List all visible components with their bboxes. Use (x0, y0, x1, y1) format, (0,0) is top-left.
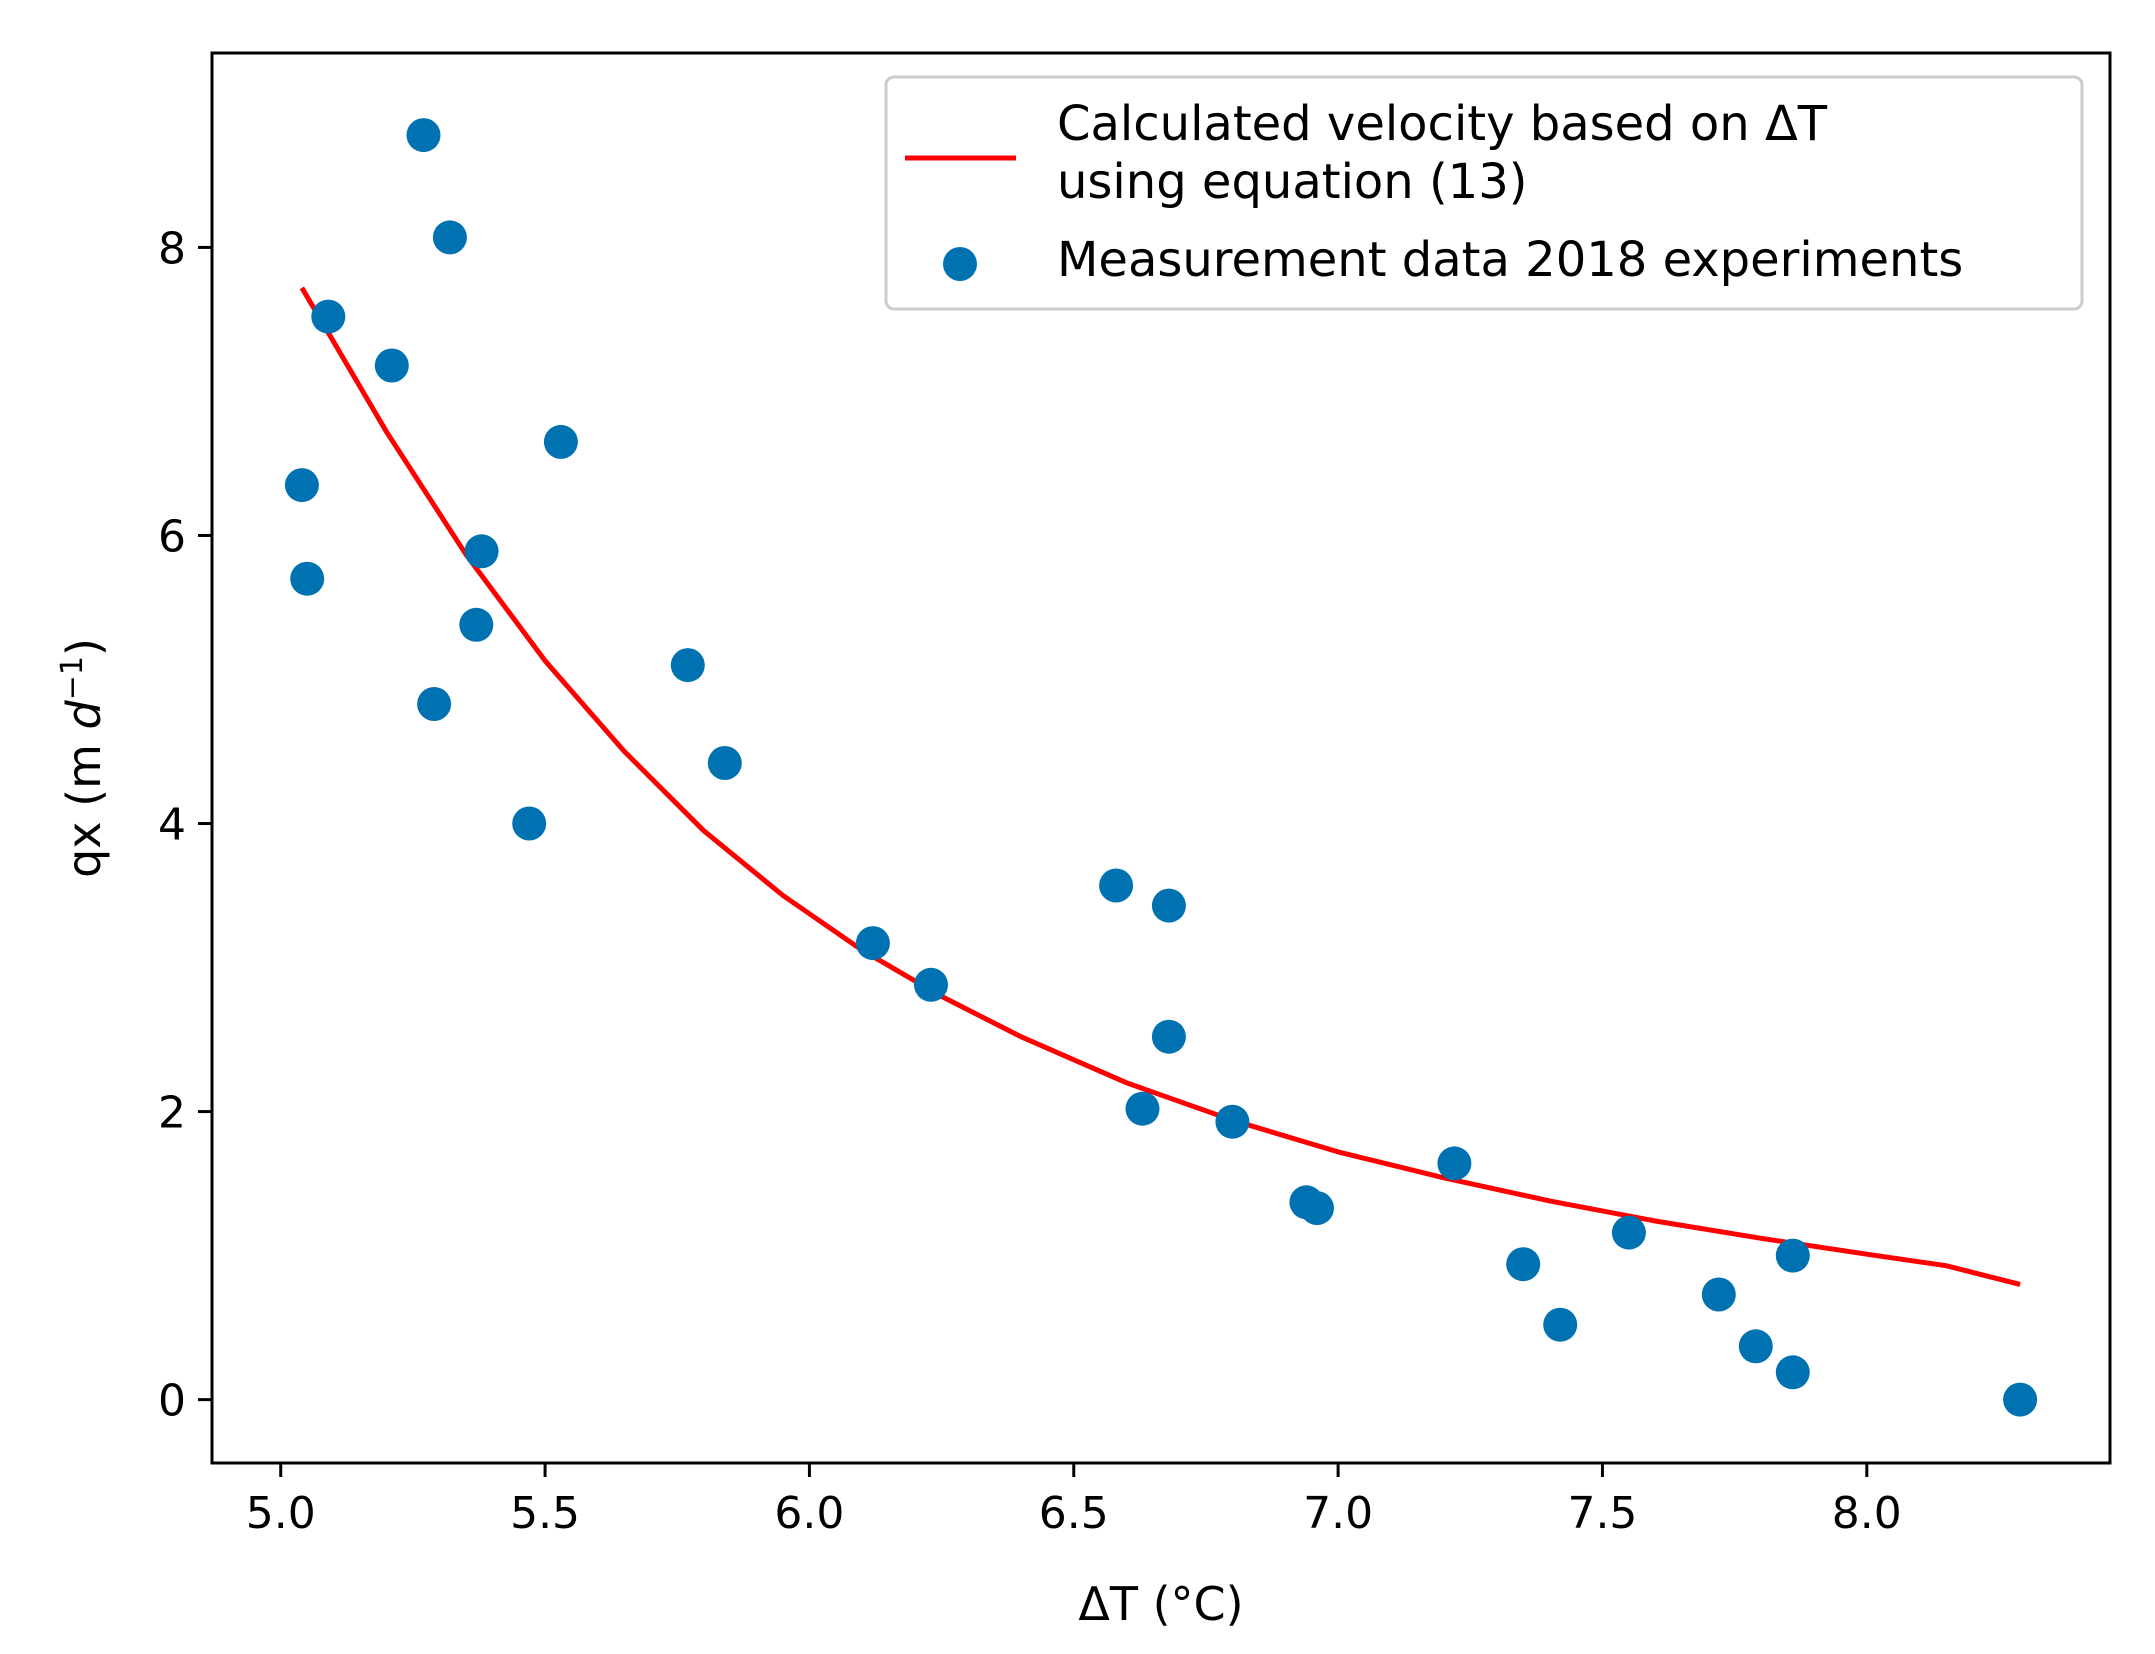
legend-dot-swatch (943, 247, 977, 281)
fitted-curve-line (299, 286, 2021, 1287)
measurement-point (1611, 1215, 1646, 1250)
measurement-point (1215, 1104, 1250, 1139)
x-tick-label: 6.0 (774, 1488, 844, 1539)
measurement-point (1543, 1307, 1578, 1342)
measurement-point (512, 806, 547, 841)
measurement-point (1701, 1277, 1736, 1312)
measurement-point (311, 299, 346, 334)
measurement-point (670, 648, 705, 683)
measurement-point (1775, 1238, 1810, 1273)
y-tick-label: 2 (158, 1088, 186, 1139)
measurement-point (543, 424, 578, 459)
measurement-point (1151, 1019, 1186, 1054)
measurement-point (374, 348, 409, 383)
x-tick-label: 8.0 (1832, 1488, 1902, 1539)
legend-label-line-1: Calculated velocity based on ΔT (1057, 96, 1828, 152)
measurement-point (2003, 1382, 2038, 1417)
measurement-point (290, 561, 325, 596)
measurement-point (1437, 1146, 1472, 1181)
y-axis-label-suffix: ) (57, 638, 111, 656)
measurement-point (406, 118, 441, 153)
measurement-point (1738, 1329, 1773, 1364)
measurement-point (464, 534, 499, 569)
legend-label-line-2: using equation (13) (1057, 154, 1527, 210)
legend-label-dots: Measurement data 2018 experiments (1057, 232, 1963, 288)
x-axis-label: ΔT (°C) (1078, 1577, 1243, 1631)
measurement-point (1775, 1355, 1810, 1390)
y-axis-label: qx (m d−1) (55, 638, 111, 878)
x-tick-label: 5.0 (246, 1488, 316, 1539)
y-tick-label: 0 (158, 1376, 186, 1427)
y-axis-label-italic: d (57, 699, 111, 729)
line-layer (299, 286, 2021, 1287)
measurement-point (1099, 868, 1134, 903)
y-tick-label: 8 (158, 223, 186, 274)
x-tick-label: 7.5 (1567, 1488, 1637, 1539)
measurement-point (1125, 1091, 1160, 1126)
y-tick-label: 4 (158, 800, 186, 851)
ticks-layer: 5.0 5.5 6.0 6.5 7.0 7.5 8.0 0 2 4 6 8 (158, 223, 1902, 1539)
plot-frame (210, 51, 2112, 1465)
x-tick-label: 7.0 (1303, 1488, 1373, 1539)
measurement-point (1506, 1247, 1541, 1282)
measurement-point (1151, 888, 1186, 923)
y-tick-label: 6 (158, 511, 186, 562)
measurement-point (417, 687, 452, 721)
x-tick-label: 6.5 (1039, 1488, 1109, 1539)
y-axis-label-prefix: qx (m (57, 729, 111, 877)
points-layer (284, 118, 2038, 1417)
measurement-point (459, 607, 494, 642)
legend: Calculated velocity based on ΔT using eq… (884, 75, 2084, 311)
measurement-point (914, 967, 948, 1002)
x-tick-label: 5.5 (510, 1488, 580, 1539)
measurement-point (1300, 1191, 1334, 1226)
measurement-point (855, 926, 890, 961)
legend-box (884, 75, 2084, 311)
measurement-point (284, 468, 319, 503)
measurement-point (707, 746, 742, 780)
y-axis-label-sup: −1 (55, 656, 90, 700)
measurement-point (432, 220, 467, 255)
